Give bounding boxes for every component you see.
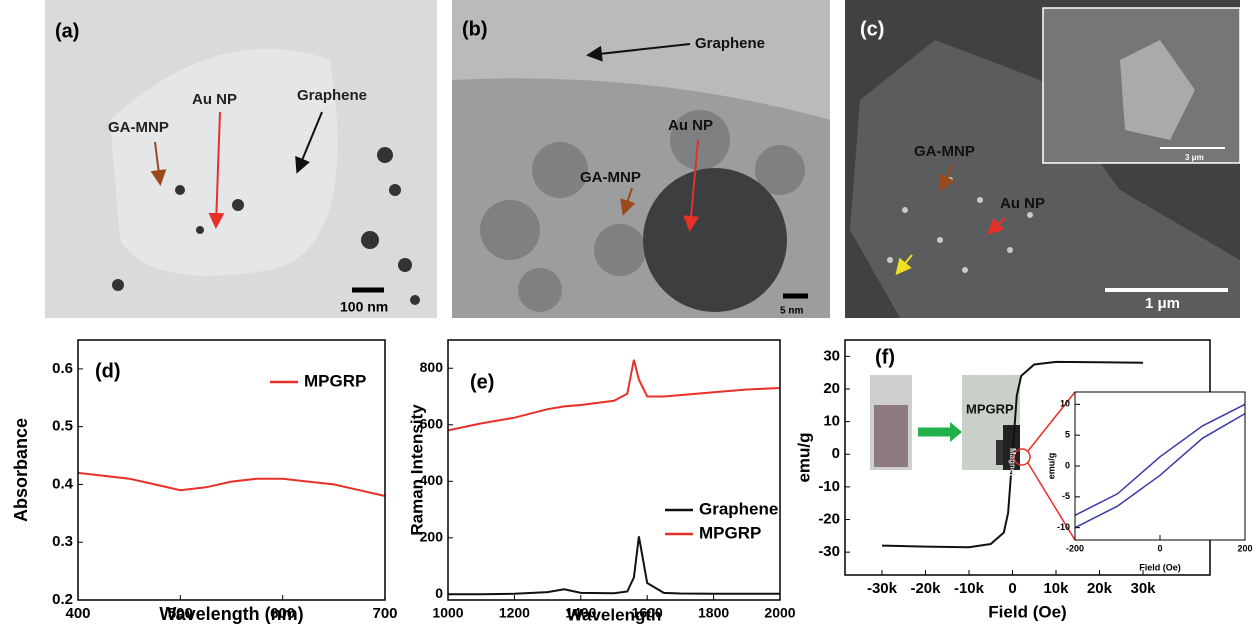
annotation: Graphene bbox=[695, 35, 765, 52]
y-axis-label: emu/g bbox=[794, 432, 813, 482]
y-tick-label: -20 bbox=[818, 510, 840, 527]
legend-label: Graphene bbox=[699, 499, 778, 518]
data-line bbox=[78, 473, 385, 496]
x-tick-label: 1200 bbox=[499, 605, 530, 621]
y-axis-label: Raman Intensity bbox=[407, 404, 426, 536]
annotation: Graphene bbox=[297, 87, 367, 104]
x-tick-label: 30k bbox=[1130, 580, 1156, 597]
y-axis-label: emu/g bbox=[1046, 453, 1056, 480]
x-tick-label: 0 bbox=[1008, 580, 1016, 597]
scale-bar-label: 100 nm bbox=[340, 299, 388, 315]
panel-label: (e) bbox=[470, 371, 494, 393]
x-tick-label: -200 bbox=[1066, 543, 1084, 553]
x-tick-label: 20k bbox=[1087, 580, 1113, 597]
panel-label: (f) bbox=[875, 346, 895, 368]
x-tick-label: 1000 bbox=[432, 605, 463, 621]
y-tick-label: -30 bbox=[818, 543, 840, 560]
scale-bar-label: 5 nm bbox=[780, 306, 803, 317]
x-tick-label: 1800 bbox=[698, 605, 729, 621]
y-tick-label: 0.2 bbox=[52, 591, 73, 608]
x-axis-label: Wavelength (nm) bbox=[159, 604, 303, 624]
annotation: GA-MNP bbox=[914, 143, 975, 160]
annotation: Magnet bbox=[1008, 448, 1017, 476]
y-tick-label: 0.5 bbox=[52, 418, 73, 435]
x-axis-label: Field (Oe) bbox=[1139, 562, 1181, 572]
annotation: GA-MNP bbox=[580, 169, 641, 186]
x-axis-label: Field (Oe) bbox=[988, 602, 1066, 621]
y-tick-label: 10 bbox=[823, 413, 840, 430]
inset-background bbox=[1075, 392, 1245, 540]
y-tick-label: 0 bbox=[832, 445, 840, 462]
x-tick-label: -10k bbox=[954, 580, 985, 597]
x-tick-label: 2000 bbox=[764, 605, 795, 621]
legend-label: MPGRP bbox=[699, 523, 761, 542]
x-tick-label: 700 bbox=[372, 605, 397, 622]
annotation: MPGRP bbox=[966, 401, 1014, 416]
data-line bbox=[448, 360, 780, 431]
x-tick-label: 0 bbox=[1157, 543, 1162, 553]
scale-bar-label: 1 μm bbox=[1145, 295, 1180, 312]
y-tick-label: -10 bbox=[818, 478, 840, 495]
annotation: GA-MNP bbox=[108, 119, 169, 136]
annotation: Au NP bbox=[192, 91, 237, 108]
vial-liquid bbox=[874, 405, 908, 467]
data-line bbox=[448, 536, 780, 594]
y-tick-label: 800 bbox=[420, 359, 444, 375]
au-particle bbox=[643, 168, 787, 312]
collected-particles bbox=[996, 440, 1003, 465]
y-tick-label: 5 bbox=[1065, 430, 1070, 440]
x-tick-label: 10k bbox=[1043, 580, 1069, 597]
y-tick-label: 10 bbox=[1060, 399, 1070, 409]
y-tick-label: 0.6 bbox=[52, 360, 73, 377]
panel-c: 3 μm (c) GA-MNP Au NP 1 μm bbox=[845, 0, 1240, 318]
panel-b: (b) Graphene GA-MNP Au NP 5 nm bbox=[452, 0, 830, 318]
panel-a: (a) GA-MNP Au NP Graphene 100 nm bbox=[45, 0, 437, 318]
inset-scale-bar-label: 3 μm bbox=[1185, 153, 1204, 162]
figure: (a) GA-MNP Au NP Graphene 100 nm (b) Gra… bbox=[0, 0, 1256, 625]
x-tick-label: -30k bbox=[867, 580, 898, 597]
annotation: Au NP bbox=[1000, 195, 1045, 212]
y-axis-label: Absorbance bbox=[11, 418, 31, 522]
y-tick-label: -5 bbox=[1062, 491, 1070, 501]
y-tick-label: 30 bbox=[823, 347, 840, 364]
y-tick-label: 20 bbox=[823, 380, 840, 397]
y-tick-label: 0.3 bbox=[52, 533, 73, 550]
legend-label: MPGRP bbox=[304, 371, 366, 390]
y-tick-label: 0.4 bbox=[52, 475, 74, 492]
y-tick-label: 0 bbox=[1065, 460, 1070, 470]
panel-label: (b) bbox=[462, 18, 488, 40]
plot-frame bbox=[448, 340, 780, 600]
x-axis-label: Wavelength bbox=[567, 605, 662, 624]
x-tick-label: -20k bbox=[910, 580, 941, 597]
vial-photos bbox=[870, 375, 1075, 540]
y-tick-label: -10 bbox=[1057, 522, 1070, 532]
panel-label: (d) bbox=[95, 360, 121, 382]
annotation: Au NP bbox=[668, 117, 713, 134]
panel-label: (c) bbox=[860, 18, 884, 40]
y-tick-label: 0 bbox=[435, 585, 443, 601]
x-tick-label: 200 bbox=[1237, 543, 1252, 553]
arrowhead bbox=[950, 422, 962, 442]
panel-label: (a) bbox=[55, 20, 79, 42]
